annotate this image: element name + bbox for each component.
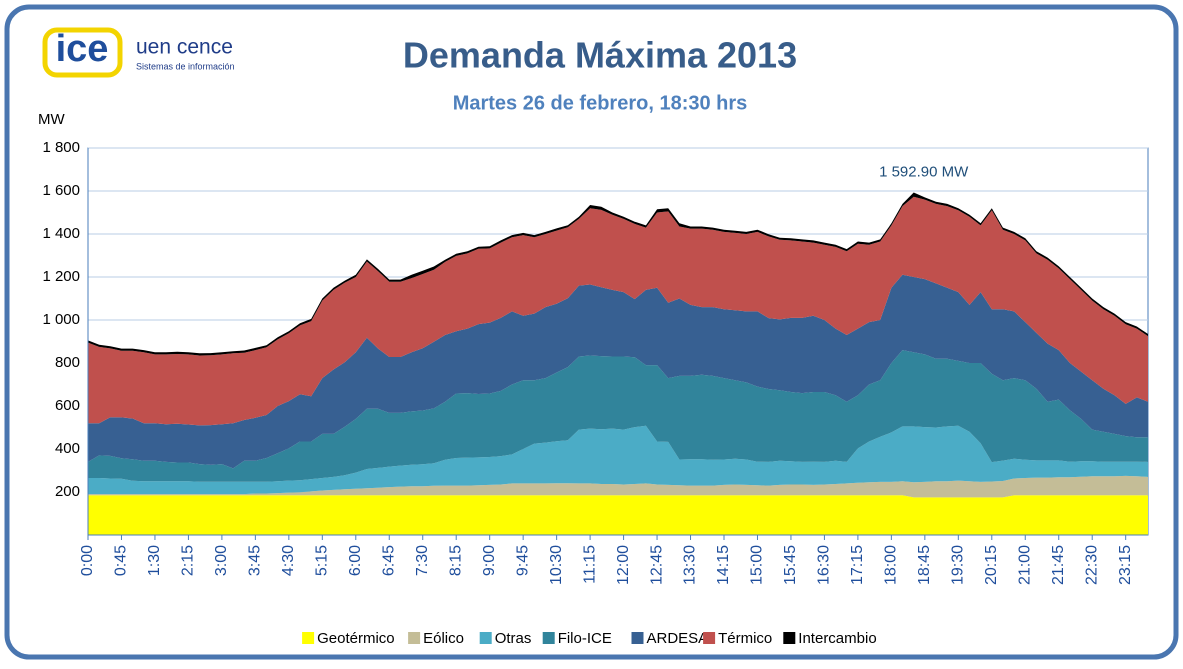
x-tick-label: 15:45 <box>782 545 799 585</box>
legend-swatch <box>542 632 555 644</box>
x-tick-label: 3:45 <box>247 545 264 576</box>
x-tick-label: 8:15 <box>447 545 464 576</box>
legend-swatch <box>703 632 716 644</box>
y-tick-label: 1 800 <box>42 139 80 156</box>
x-tick-label: 18:45 <box>916 545 933 585</box>
x-tick-label: 4:30 <box>280 545 297 576</box>
x-tick-label: 3:00 <box>213 545 230 576</box>
brand-sub: Sistemas de información <box>136 61 235 71</box>
y-tick-label: 600 <box>55 397 80 414</box>
legend-label: Intercambio <box>798 630 876 647</box>
annotation: 1 592.90 MW <box>879 163 969 180</box>
brand: uen cence <box>136 36 233 59</box>
x-tick-label: 1:30 <box>146 545 163 576</box>
x-tick-label: 22:30 <box>1083 545 1100 585</box>
x-tick-label: 5:15 <box>314 545 331 576</box>
x-tick-label: 16:30 <box>816 545 833 585</box>
area <box>88 274 1148 469</box>
x-tick-label: 23:15 <box>1117 545 1134 585</box>
x-tick-label: 12:00 <box>615 545 632 585</box>
y-tick-label: 1 400 <box>42 225 80 242</box>
area <box>88 196 1148 426</box>
legend-swatch <box>479 632 492 644</box>
y-tick-label: 400 <box>55 440 80 457</box>
y-tick-label: 1 200 <box>42 268 80 285</box>
chart-title: Demanda Máxima 2013 <box>403 35 797 76</box>
legend-label: Otras <box>495 630 532 647</box>
legend-swatch <box>783 632 796 644</box>
y-tick-label: 800 <box>55 354 80 371</box>
x-tick-label: 14:15 <box>715 545 732 585</box>
x-tick-label: 9:45 <box>514 545 531 576</box>
legend-label: Eólico <box>423 630 464 647</box>
chart-subtitle: Martes 26 de febrero, 18:30 hrs <box>453 92 748 114</box>
legend-swatch <box>302 632 315 644</box>
x-tick-label: 6:00 <box>347 545 364 576</box>
area <box>88 495 1148 535</box>
legend-label: Filo-ICE <box>558 630 612 647</box>
y-tick-label: 1 600 <box>42 182 80 199</box>
x-tick-label: 13:30 <box>682 545 699 585</box>
area <box>88 475 1148 498</box>
x-tick-label: 9:00 <box>481 545 498 576</box>
x-tick-label: 7:30 <box>414 545 431 576</box>
logo-box <box>42 27 123 78</box>
legend-label: ARDESA <box>647 630 709 647</box>
x-tick-label: 0:00 <box>79 545 96 576</box>
y-axis-label: MW <box>38 111 65 128</box>
x-tick-label: 17:15 <box>849 545 866 585</box>
x-tick-label: 6:45 <box>380 545 397 576</box>
x-tick-label: 20:15 <box>983 545 1000 585</box>
area <box>88 350 1148 482</box>
x-tick-label: 21:45 <box>1050 545 1067 585</box>
logo: ice <box>56 28 109 70</box>
x-tick-label: 12:45 <box>648 545 665 585</box>
legend-label: Térmico <box>718 630 772 647</box>
x-tick-label: 2:15 <box>180 545 197 576</box>
x-tick-label: 21:00 <box>1016 545 1033 585</box>
x-tick-label: 15:00 <box>749 545 766 585</box>
x-tick-label: 19:30 <box>950 545 967 585</box>
x-tick-label: 0:45 <box>113 545 130 576</box>
area <box>88 425 1148 495</box>
x-tick-label: 10:30 <box>548 545 565 585</box>
legend-swatch <box>631 632 644 644</box>
x-tick-label: 11:15 <box>581 545 598 584</box>
legend-label: Geotérmico <box>317 630 395 647</box>
legend-swatch <box>408 632 421 644</box>
x-tick-label: 18:00 <box>883 545 900 585</box>
y-tick-label: 200 <box>55 483 80 500</box>
y-tick-label: 1 000 <box>42 311 80 328</box>
